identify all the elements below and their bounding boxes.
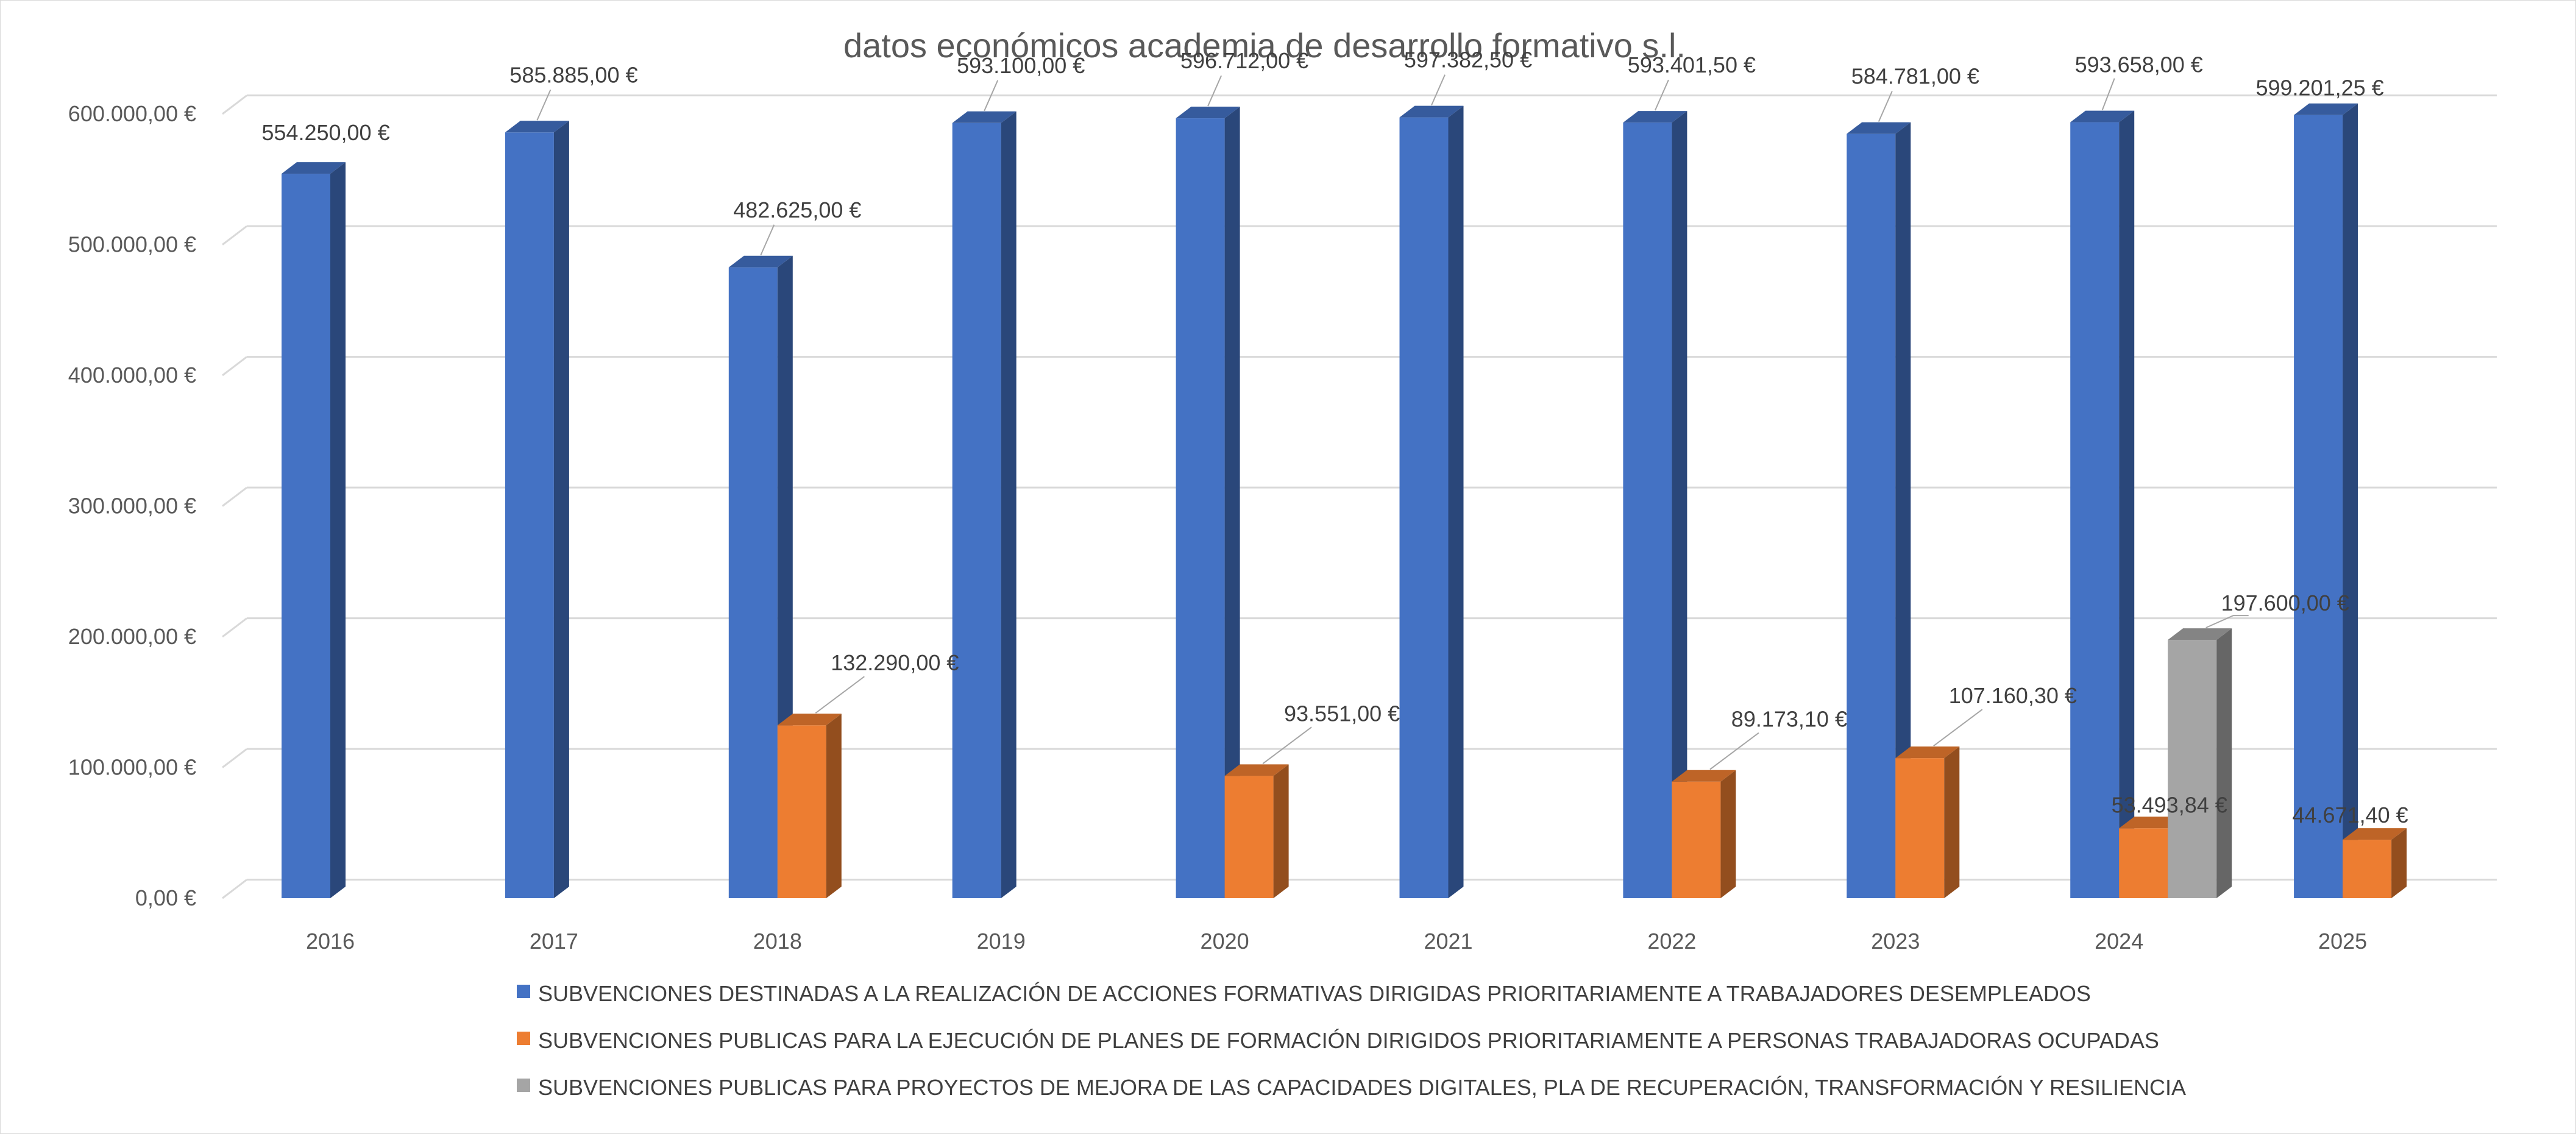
legend-swatch	[517, 985, 530, 998]
bar-2018-series-2	[777, 714, 842, 898]
data-label-2020-series-2: 93.551,00 €	[1284, 701, 1400, 726]
legend-item-series-3: SUBVENCIONES PUBLICAS PARA PROYECTOS DE …	[517, 1075, 2186, 1100]
data-label-2021-series-1: 597.382,50 €	[1404, 48, 1532, 73]
chart-title: datos económicos academia de desarrollo …	[843, 26, 1686, 65]
x-tick-label: 2025	[2318, 929, 2367, 954]
data-label-2016-series-1: 554.250,00 €	[261, 120, 389, 145]
y-tick-label: 100.000,00 €	[68, 755, 196, 780]
gridline-diag	[222, 94, 247, 115]
y-tick-label: 600.000,00 €	[68, 101, 196, 126]
bars	[282, 103, 2407, 899]
data-label-2018-series-2: 132.290,00 €	[831, 650, 959, 675]
y-axis: 0,00 € 100.000,00 € 200.000,00 € 300.000,00…	[68, 101, 196, 910]
data-label-2020-series-1: 596.712,00 €	[1180, 48, 1308, 73]
leader-line	[815, 676, 865, 714]
y-tick-label: 0,00 €	[135, 885, 196, 910]
x-tick-label: 2020	[1201, 929, 1249, 954]
x-tick-label: 2021	[1424, 929, 1472, 954]
gridline-diag	[222, 879, 247, 899]
legend-swatch	[517, 1079, 530, 1092]
data-label-2022-series-1: 593.401,50 €	[1628, 52, 1756, 77]
legend-label: SUBVENCIONES PUBLICAS PARA LA EJECUCIÓN …	[538, 1028, 2159, 1053]
x-tick-label: 2022	[1647, 929, 1696, 954]
data-label-2024-series-2: 53.493,84 €	[2112, 792, 2227, 817]
data-label-2022-series-2: 89.173,10 €	[1731, 707, 1847, 732]
legend-label: SUBVENCIONES PUBLICAS PARA PROYECTOS DE …	[538, 1075, 2186, 1100]
leader-line	[1262, 726, 1312, 765]
data-label-2017-series-1: 585.885,00 €	[509, 62, 637, 87]
gridline-diag	[222, 225, 247, 246]
bar-2022-series-1	[1623, 111, 1687, 898]
data-labels: 554.250,00 € 585.885,00 € 482.625,00 € 132.…	[261, 48, 2408, 828]
x-tick-label: 2024	[2095, 929, 2143, 954]
bar-2019-series-1	[952, 111, 1017, 898]
bar-2023-series-2	[1895, 746, 1960, 898]
bar-2024-series-1	[2070, 110, 2135, 898]
bar-2025-series-2	[2343, 828, 2407, 898]
bar-2016-series-1	[282, 162, 346, 898]
leader-line	[1709, 732, 1759, 770]
bar-2022-series-2	[1672, 770, 1736, 898]
data-label-2023-series-2: 107.160,30 €	[1949, 683, 2077, 708]
bar-2023-series-1	[1847, 122, 1911, 898]
legend-item-series-2: SUBVENCIONES PUBLICAS PARA LA EJECUCIÓN …	[517, 1028, 2159, 1053]
data-label-2024-series-3: 197.600,00 €	[2221, 590, 2349, 615]
x-tick-label: 2017	[530, 929, 578, 954]
leader-line	[984, 80, 999, 112]
x-tick-label: 2019	[977, 929, 1026, 954]
leader-line	[536, 89, 552, 121]
leader-line	[1933, 709, 1983, 746]
bar-2024-series-3	[2168, 628, 2232, 898]
leader-line	[1431, 74, 1446, 106]
leader-line	[1654, 79, 1669, 111]
leader-line	[2205, 615, 2249, 629]
y-tick-label: 300.000,00 €	[68, 494, 196, 519]
data-label-2024-series-1: 593.658,00 €	[2075, 52, 2203, 77]
data-label-2019-series-1: 593.100,00 €	[957, 53, 1085, 78]
x-axis: 2016 2017 2018 2019 2020 2021 2022 2023 2024 2025	[306, 929, 2367, 954]
y-tick-label: 500.000,00 €	[68, 232, 196, 257]
x-tick-label: 2023	[1871, 929, 1920, 954]
legend-swatch	[517, 1032, 530, 1045]
bar-2021-series-1	[1399, 105, 1464, 899]
leader-line	[1878, 91, 1893, 122]
leader-line	[760, 224, 775, 256]
leader-line	[1207, 75, 1222, 107]
bar-2017-series-1	[505, 121, 569, 899]
bar-2020-series-2	[1224, 764, 1289, 898]
bar-2020-series-1	[1176, 107, 1240, 899]
data-label-2023-series-1: 584.781,00 €	[1851, 64, 1979, 89]
legend-label: SUBVENCIONES DESTINADAS A LA REALIZACIÓN…	[538, 981, 2091, 1006]
data-label-2025-series-2: 44.671,40 €	[2293, 803, 2408, 827]
gridline-diag	[222, 486, 247, 507]
leader-line	[2101, 78, 2115, 110]
x-tick-label: 2018	[753, 929, 802, 954]
y-tick-label: 200.000,00 €	[68, 624, 196, 649]
gridline-diag	[222, 617, 247, 638]
legend: SUBVENCIONES DESTINADAS A LA REALIZACIÓN…	[517, 981, 2186, 1100]
gridline-diag	[222, 748, 247, 768]
legend-item-series-1: SUBVENCIONES DESTINADAS A LA REALIZACIÓN…	[517, 981, 2091, 1006]
gridline-diag	[222, 356, 247, 377]
data-label-2018-series-1: 482.625,00 €	[733, 197, 861, 222]
bar-2025-series-1	[2294, 103, 2358, 898]
y-tick-label: 400.000,00 €	[68, 363, 196, 388]
x-tick-label: 2016	[306, 929, 355, 954]
data-label-2025-series-1: 599.201,25 €	[2255, 76, 2383, 101]
